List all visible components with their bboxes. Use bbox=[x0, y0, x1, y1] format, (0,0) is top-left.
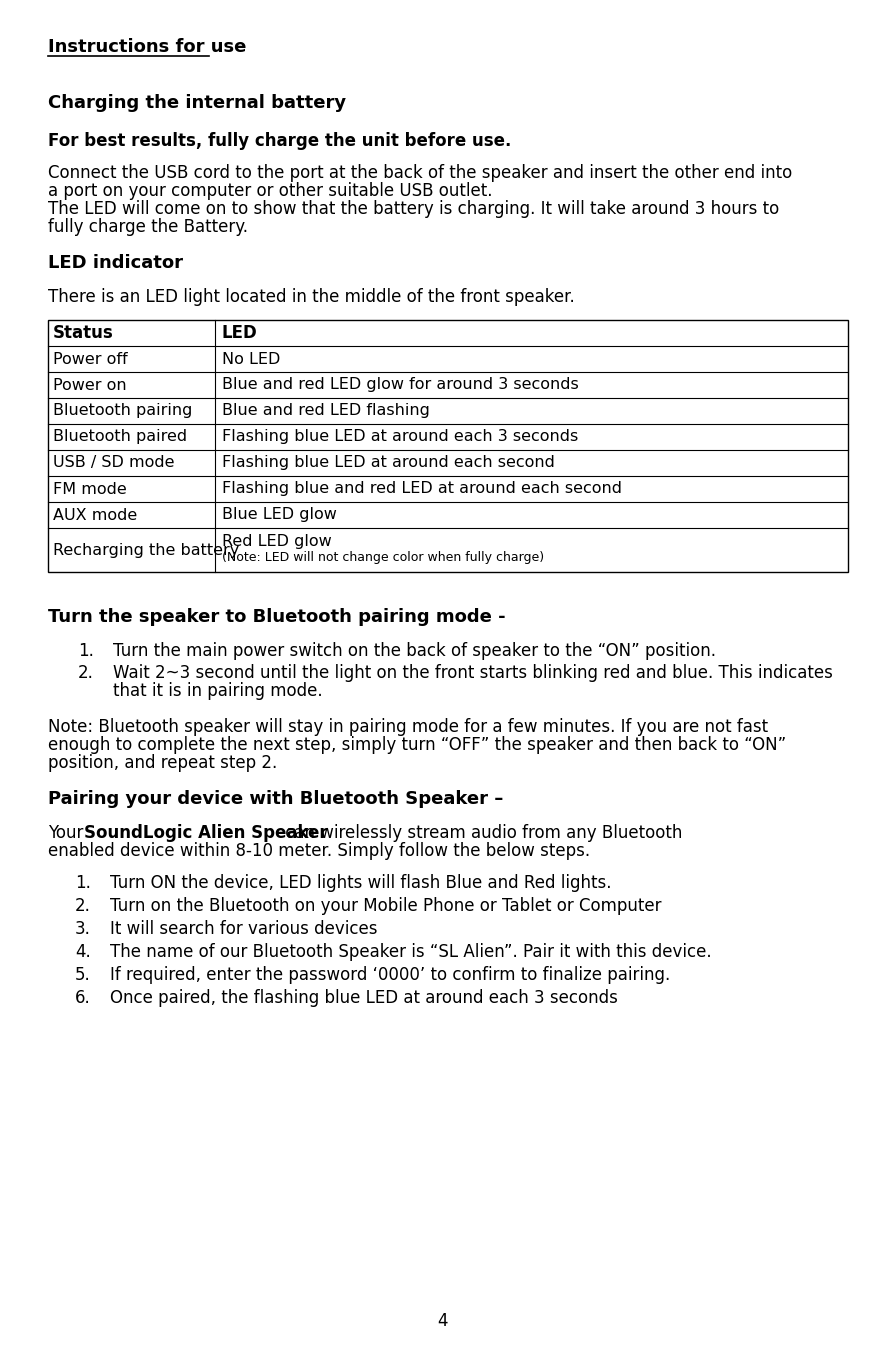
Text: USB / SD mode: USB / SD mode bbox=[53, 456, 175, 471]
Text: Charging the internal battery: Charging the internal battery bbox=[48, 94, 346, 112]
Text: position, and repeat step 2.: position, and repeat step 2. bbox=[48, 754, 277, 772]
Text: Flashing blue LED at around each 3 seconds: Flashing blue LED at around each 3 secon… bbox=[222, 429, 579, 445]
Text: 2.: 2. bbox=[78, 664, 94, 683]
Text: Turn ON the device, LED lights will flash Blue and Red lights.: Turn ON the device, LED lights will flas… bbox=[110, 874, 611, 892]
Text: that it is in pairing mode.: that it is in pairing mode. bbox=[113, 683, 323, 700]
Text: Turn on the Bluetooth on your Mobile Phone or Tablet or Computer: Turn on the Bluetooth on your Mobile Pho… bbox=[110, 897, 662, 915]
Text: There is an LED light located in the middle of the front speaker.: There is an LED light located in the mid… bbox=[48, 287, 575, 306]
Text: 4: 4 bbox=[438, 1313, 448, 1330]
Text: Flashing blue LED at around each second: Flashing blue LED at around each second bbox=[222, 456, 555, 471]
Text: If required, enter the password ‘0000’ to confirm to finalize pairing.: If required, enter the password ‘0000’ t… bbox=[110, 966, 670, 983]
Text: The name of our Bluetooth Speaker is “SL Alien”. Pair it with this device.: The name of our Bluetooth Speaker is “SL… bbox=[110, 943, 711, 960]
Text: Connect the USB cord to the port at the back of the speaker and insert the other: Connect the USB cord to the port at the … bbox=[48, 165, 792, 182]
Text: 4.: 4. bbox=[75, 943, 90, 960]
Text: Red LED glow: Red LED glow bbox=[222, 534, 331, 549]
Text: No LED: No LED bbox=[222, 352, 280, 367]
Text: Instructions for use: Instructions for use bbox=[48, 38, 246, 57]
Text: Your: Your bbox=[48, 824, 89, 842]
Text: Power off: Power off bbox=[53, 352, 128, 367]
Text: fully charge the Battery.: fully charge the Battery. bbox=[48, 219, 248, 236]
Text: (Note: LED will not change color when fully charge): (Note: LED will not change color when fu… bbox=[222, 552, 544, 564]
Text: Blue LED glow: Blue LED glow bbox=[222, 507, 337, 522]
Text: Wait 2~3 second until the light on the front starts blinking red and blue. This : Wait 2~3 second until the light on the f… bbox=[113, 664, 833, 683]
Text: Bluetooth pairing: Bluetooth pairing bbox=[53, 403, 192, 418]
Text: Status: Status bbox=[53, 324, 113, 343]
Text: Power on: Power on bbox=[53, 378, 127, 393]
Text: SoundLogic Alien Speaker: SoundLogic Alien Speaker bbox=[84, 824, 328, 842]
Text: LED: LED bbox=[222, 324, 258, 343]
Text: Flashing blue and red LED at around each second: Flashing blue and red LED at around each… bbox=[222, 482, 622, 496]
Text: LED indicator: LED indicator bbox=[48, 254, 183, 272]
Text: enough to complete the next step, simply turn “OFF” the speaker and then back to: enough to complete the next step, simply… bbox=[48, 737, 786, 754]
Text: 3.: 3. bbox=[75, 920, 91, 938]
Text: AUX mode: AUX mode bbox=[53, 507, 137, 522]
Text: 2.: 2. bbox=[75, 897, 91, 915]
Text: can wirelessly stream audio from any Bluetooth: can wirelessly stream audio from any Blu… bbox=[280, 824, 682, 842]
Text: For best results, fully charge the unit before use.: For best results, fully charge the unit … bbox=[48, 132, 511, 150]
Text: FM mode: FM mode bbox=[53, 482, 127, 496]
Bar bbox=[48, 320, 848, 572]
Text: Recharging the battery: Recharging the battery bbox=[53, 542, 239, 557]
Text: 5.: 5. bbox=[75, 966, 90, 983]
Text: Pairing your device with Bluetooth Speaker –: Pairing your device with Bluetooth Speak… bbox=[48, 791, 503, 808]
Text: Once paired, the flashing blue LED at around each 3 seconds: Once paired, the flashing blue LED at ar… bbox=[110, 989, 618, 1006]
Text: 1.: 1. bbox=[75, 874, 91, 892]
Text: Blue and red LED glow for around 3 seconds: Blue and red LED glow for around 3 secon… bbox=[222, 378, 579, 393]
Text: Blue and red LED flashing: Blue and red LED flashing bbox=[222, 403, 430, 418]
Text: It will search for various devices: It will search for various devices bbox=[110, 920, 377, 938]
Text: a port on your computer or other suitable USB outlet.: a port on your computer or other suitabl… bbox=[48, 182, 493, 200]
Text: enabled device within 8-10 meter. Simply follow the below steps.: enabled device within 8-10 meter. Simply… bbox=[48, 842, 590, 861]
Text: Turn the speaker to Bluetooth pairing mode -: Turn the speaker to Bluetooth pairing mo… bbox=[48, 608, 506, 626]
Text: Turn the main power switch on the back of speaker to the “ON” position.: Turn the main power switch on the back o… bbox=[113, 642, 716, 660]
Text: Bluetooth paired: Bluetooth paired bbox=[53, 429, 187, 445]
Text: 6.: 6. bbox=[75, 989, 90, 1006]
Text: Note: Bluetooth speaker will stay in pairing mode for a few minutes. If you are : Note: Bluetooth speaker will stay in pai… bbox=[48, 718, 768, 737]
Text: 1.: 1. bbox=[78, 642, 94, 660]
Text: The LED will come on to show that the battery is charging. It will take around 3: The LED will come on to show that the ba… bbox=[48, 200, 780, 219]
